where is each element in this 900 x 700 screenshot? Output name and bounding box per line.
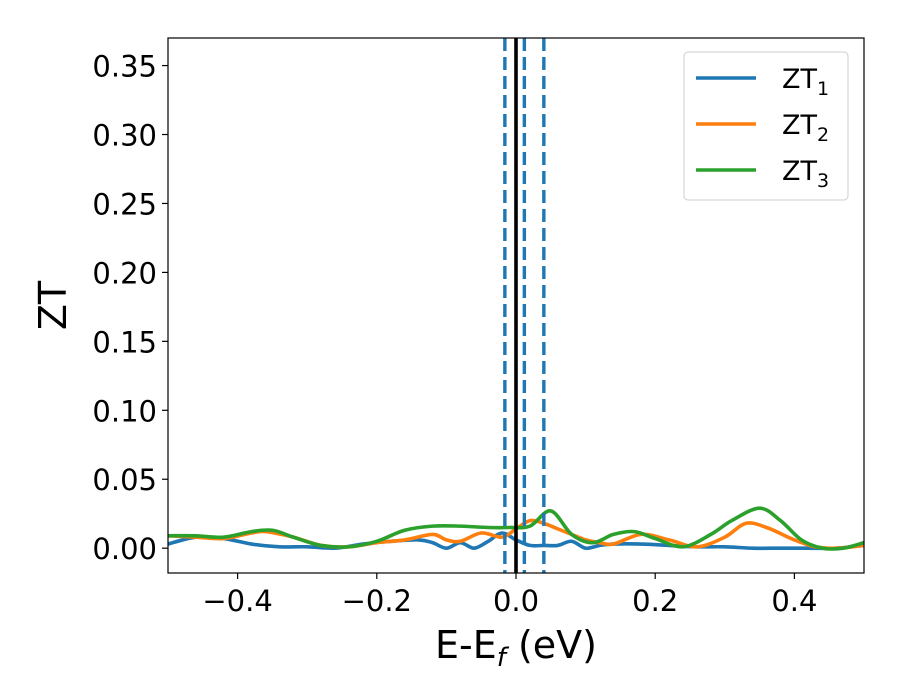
y-tick-label: 0.05 <box>92 463 157 497</box>
y-axis-ticks: 0.00 0.05 0.10 0.15 0.20 0.25 0.30 0.35 <box>92 50 168 566</box>
x-tick-label: 0.2 <box>632 584 678 618</box>
legend-box <box>683 51 849 201</box>
y-tick-label: 0.30 <box>92 119 157 153</box>
legend-entry-1: ZT1 <box>696 64 829 100</box>
legend-entry-2: ZT2 <box>696 110 829 146</box>
x-tick-label: −0.4 <box>202 584 272 618</box>
x-axis-title: E-Ef (eV) <box>435 623 597 673</box>
y-tick-label: 0.35 <box>92 50 157 84</box>
vline-layer <box>503 38 546 573</box>
y-tick-label: 0.00 <box>92 532 157 566</box>
x-tick-label: −0.2 <box>342 584 412 618</box>
y-tick-label: 0.25 <box>92 187 157 221</box>
y-tick-label: 0.15 <box>92 325 157 359</box>
legend-label: ZT3 <box>782 156 829 192</box>
x-axis-ticks: −0.4 −0.2 0.0 0.2 0.4 <box>202 573 817 618</box>
x-tick-label: 0.4 <box>771 584 817 618</box>
x-tick-label: 0.0 <box>493 584 539 618</box>
legend-entry-3: ZT3 <box>696 156 829 192</box>
legend: ZT1 ZT2 ZT3 <box>683 51 849 201</box>
legend-label: ZT2 <box>782 110 829 146</box>
y-tick-label: 0.10 <box>92 394 157 428</box>
legend-label: ZT1 <box>782 64 829 100</box>
y-axis-title: ZT <box>31 280 75 330</box>
y-tick-label: 0.20 <box>92 256 157 290</box>
series-line-3 <box>168 506 864 551</box>
